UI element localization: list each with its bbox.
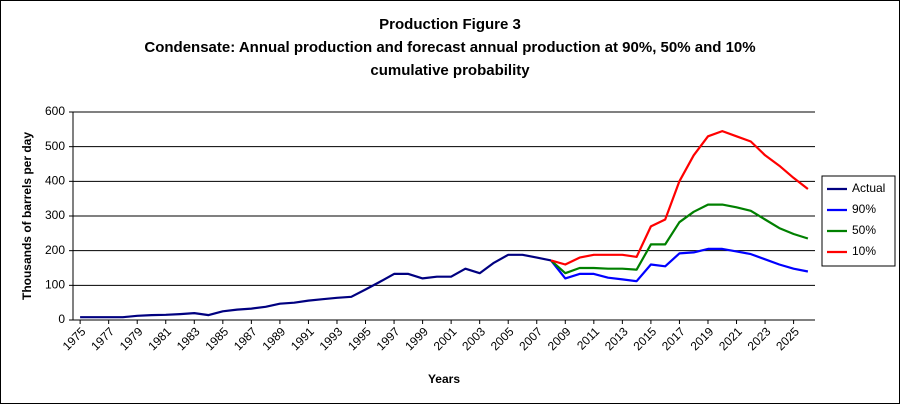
y-tick-label: 0	[58, 312, 65, 326]
series-line	[550, 247, 809, 283]
x-axis-title: Years	[428, 372, 460, 386]
chart-title: Production Figure 3	[379, 16, 521, 33]
y-tick-label: 600	[45, 104, 65, 118]
legend-label: 50%	[852, 223, 876, 237]
y-tick-label: 400	[45, 174, 65, 188]
y-tick-label: 300	[45, 208, 65, 222]
y-tick-label: 100	[45, 278, 65, 292]
y-axis-title: Thousands of barrels per day	[20, 132, 34, 300]
legend-label: 90%	[852, 202, 876, 216]
series-line	[550, 203, 809, 275]
legend-label: Actual	[852, 181, 885, 195]
chart-subtitle: cumulative probability	[370, 62, 530, 79]
series-line	[80, 253, 552, 319]
y-tick-label: 500	[45, 139, 65, 153]
chart-subtitle: Condensate: Annual production and foreca…	[144, 39, 755, 56]
y-tick-label: 200	[45, 243, 65, 257]
legend-label: 10%	[852, 244, 876, 258]
series-line	[550, 130, 809, 266]
